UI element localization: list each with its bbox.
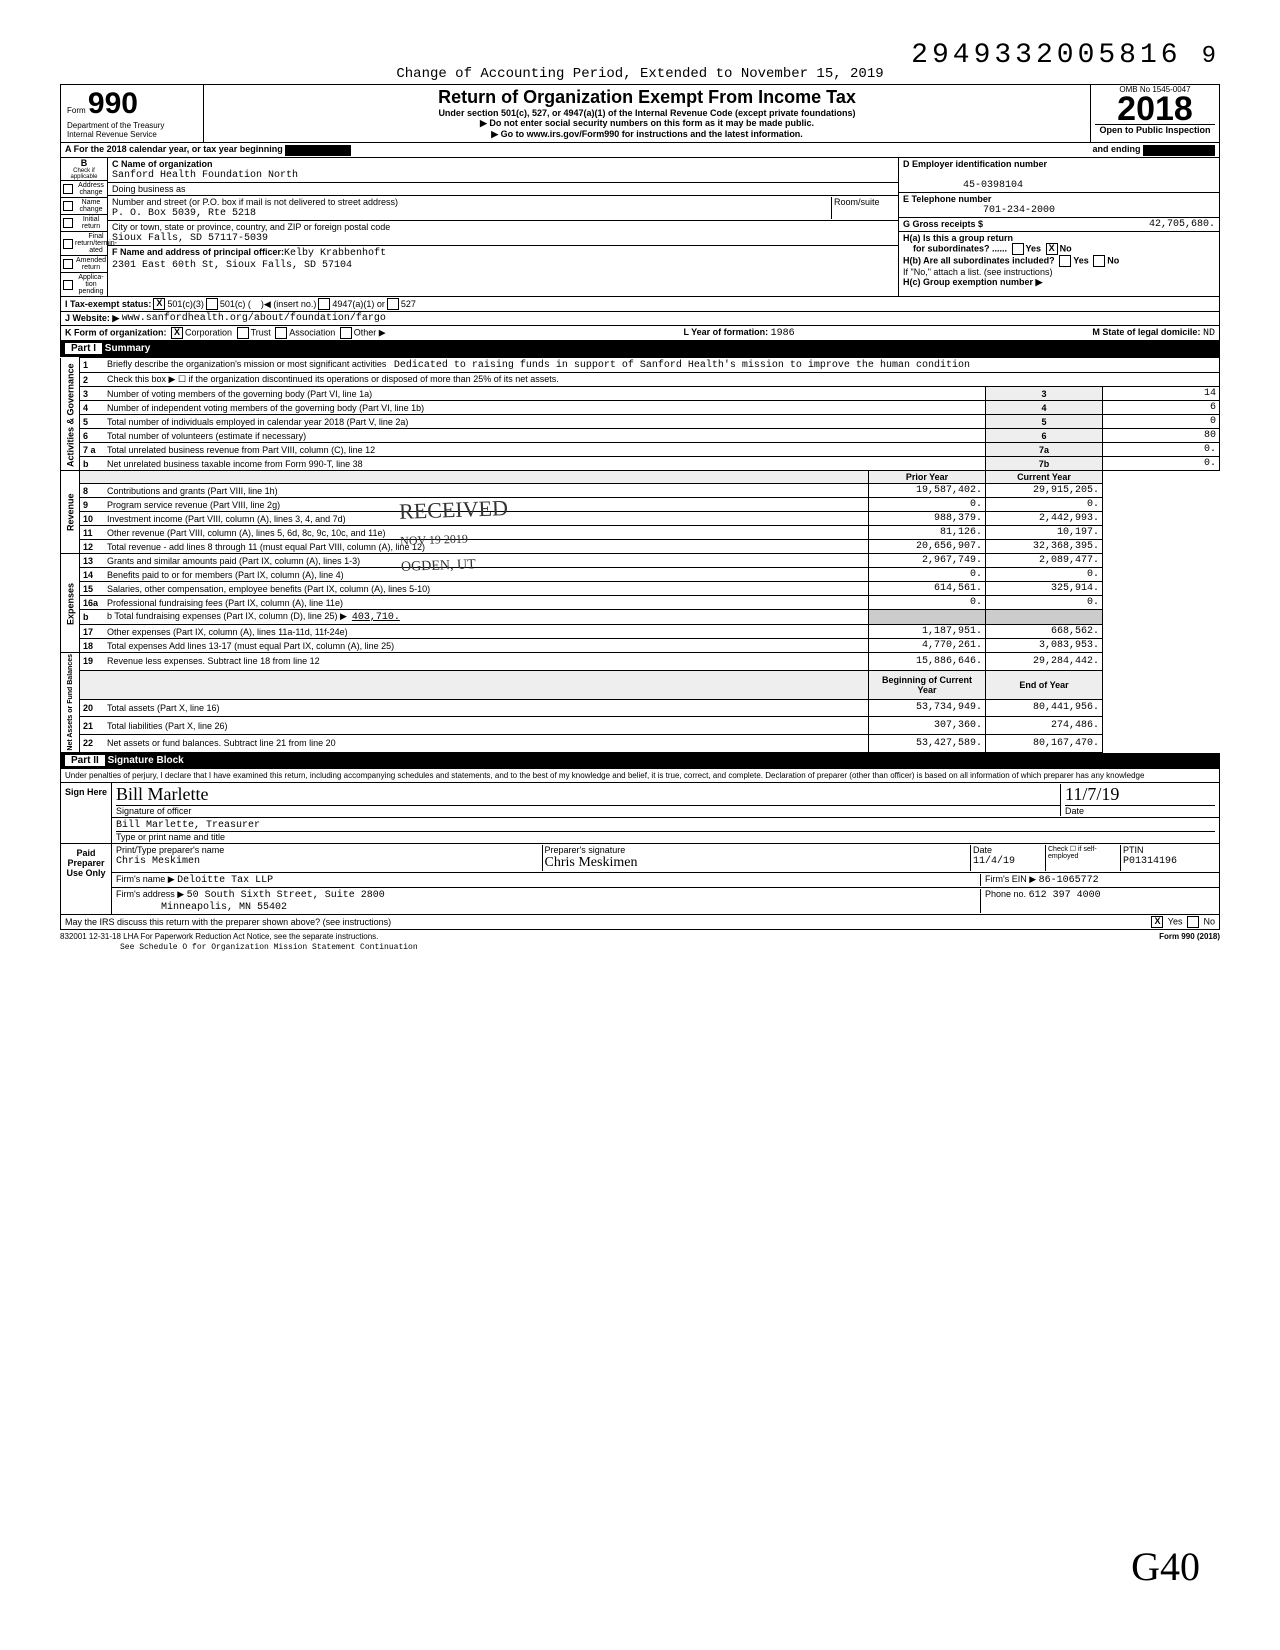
line-j: J Website: ▶ www.sanfordhealth.org/about…: [60, 312, 1220, 326]
line-i: I Tax-exempt status: X501(c)(3) 501(c) (…: [60, 297, 1220, 312]
handwritten-note: G40: [1131, 1543, 1200, 1590]
summary-table: Activities & Governance 1 Briefly descri…: [60, 357, 1220, 753]
paid-preparer-block: Paid Preparer Use Only Print/Type prepar…: [60, 844, 1220, 915]
part-2-header: Part II Signature Block: [60, 753, 1220, 769]
form-title: Return of Organization Exempt From Incom…: [208, 87, 1086, 108]
form-header: Form 990 Department of the Treasury Inte…: [60, 84, 1220, 143]
tax-year: 2018: [1095, 94, 1215, 124]
ein: 45-0398104: [903, 180, 1023, 191]
footer-continuation: See Schedule O for Organization Mission …: [60, 943, 1220, 952]
discuss-line: May the IRS discuss this return with the…: [60, 915, 1220, 930]
section-b-c-d: B Check if applicable Address change Nam…: [60, 158, 1220, 297]
line-k-l-m: K Form of organization: XCorporation Tru…: [60, 326, 1220, 341]
perjury-text: Under penalties of perjury, I declare th…: [60, 769, 1220, 783]
form-number: 990: [88, 87, 138, 120]
line-a: A For the 2018 calendar year, or tax yea…: [60, 143, 1220, 158]
footer: 832001 12-31-18 LHA For Paperwork Reduct…: [60, 930, 1220, 943]
org-name: Sanford Health Foundation North: [112, 170, 298, 181]
part-1-header: Part I Summary: [60, 341, 1220, 357]
org-address: P. O. Box 5039, Rte 5218: [112, 208, 256, 219]
sign-here-block: Sign Here Bill Marlette Signature of off…: [60, 783, 1220, 844]
